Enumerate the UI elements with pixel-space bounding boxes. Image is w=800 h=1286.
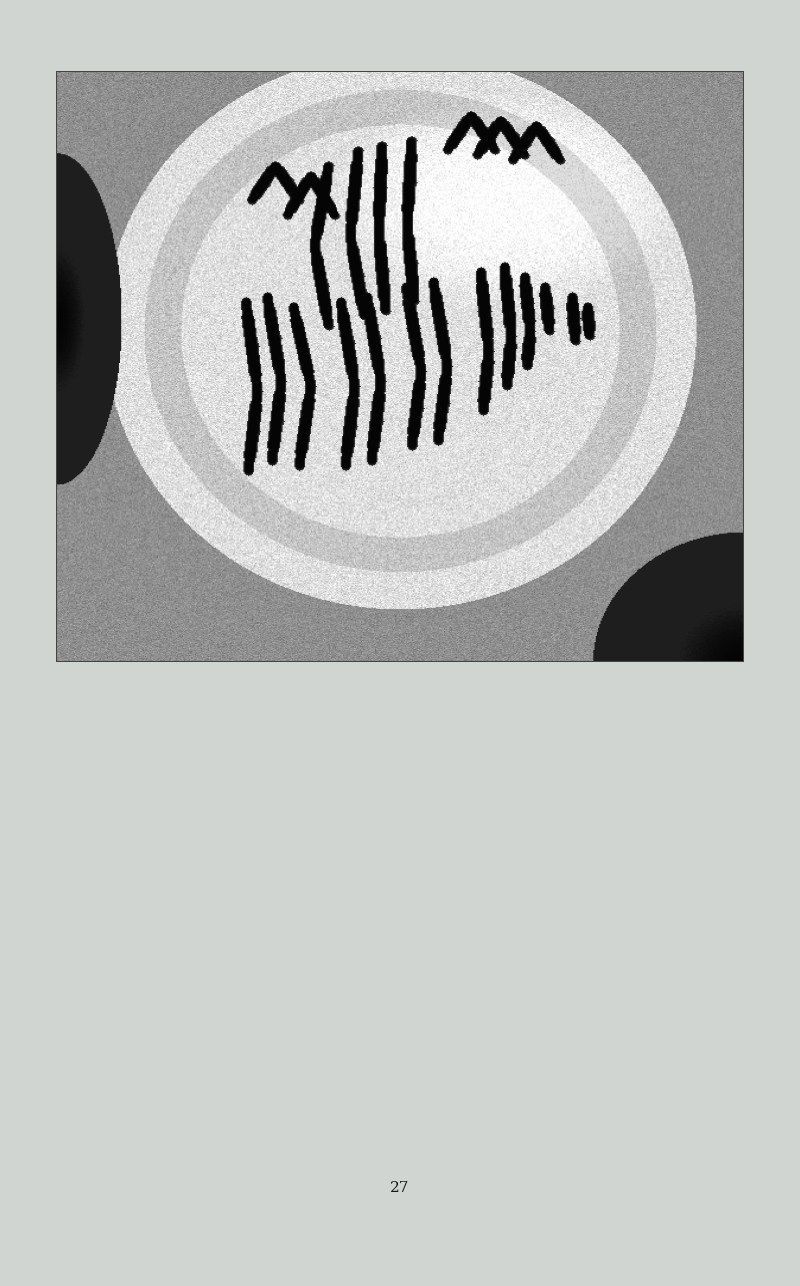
Text: After colchicine treatment the 24 chromosomes and their
centromeres, or primary : After colchicine treatment the 24 chromo… — [173, 607, 663, 638]
Text: 27: 27 — [390, 1182, 410, 1195]
Text: PLATE  VIII: PLATE VIII — [347, 558, 453, 576]
Text: Metaphase.: Metaphase. — [102, 607, 197, 621]
